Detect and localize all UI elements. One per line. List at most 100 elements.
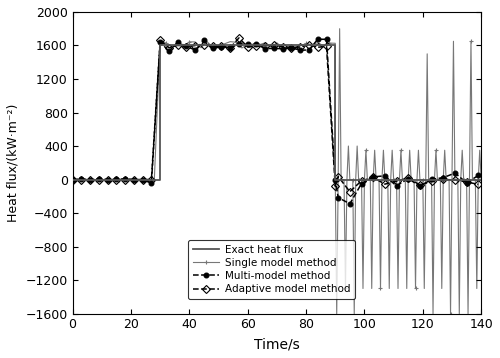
Adaptive model method <box>335 174 341 179</box>
Multi-model method <box>370 175 376 179</box>
Multi-model method <box>428 177 434 182</box>
Multi-model method <box>96 176 102 181</box>
Line: Multi-model method: Multi-model method <box>70 37 480 206</box>
Adaptive model method <box>174 43 180 48</box>
Single model method <box>309 43 315 47</box>
Multi-model method <box>335 195 341 200</box>
Multi-model method <box>104 178 110 182</box>
Adaptive model method <box>201 43 207 47</box>
Multi-model method <box>271 46 277 50</box>
Adaptive model method <box>324 44 330 49</box>
Adaptive model method <box>254 44 260 48</box>
Multi-model method <box>405 176 411 181</box>
Multi-model method <box>70 178 75 182</box>
Adaptive model method <box>114 178 119 182</box>
Multi-model method <box>87 178 93 183</box>
Multi-model method <box>218 44 224 49</box>
Adaptive model method <box>417 183 423 187</box>
Multi-model method <box>254 42 260 46</box>
Multi-model method <box>382 174 388 178</box>
Multi-model method <box>174 40 180 44</box>
Multi-model method <box>131 177 137 182</box>
Adaptive model method <box>464 180 469 184</box>
Multi-model method <box>184 44 190 48</box>
Multi-model method <box>244 42 250 47</box>
Exact heat flux <box>157 178 163 182</box>
Multi-model method <box>347 202 353 206</box>
Single model method <box>334 311 340 316</box>
Multi-model method <box>140 178 145 182</box>
Adaptive model method <box>70 178 75 182</box>
Multi-model method <box>306 48 312 52</box>
Adaptive model method <box>306 43 312 47</box>
Exact heat flux <box>157 43 163 48</box>
Multi-model method <box>262 47 268 51</box>
Adaptive model method <box>271 43 277 47</box>
Multi-model method <box>78 176 84 181</box>
Adaptive model method <box>405 176 411 180</box>
Multi-model method <box>210 46 216 50</box>
Multi-model method <box>114 177 119 182</box>
Adaptive model method <box>157 38 163 43</box>
Y-axis label: Heat flux/(kW·m⁻²): Heat flux/(kW·m⁻²) <box>7 103 20 222</box>
Adaptive model method <box>131 178 137 182</box>
Exact heat flux <box>332 43 338 48</box>
Multi-model method <box>315 37 321 42</box>
Adaptive model method <box>78 178 84 182</box>
Single model method <box>478 178 484 182</box>
Adaptive model method <box>227 45 233 50</box>
Adaptive model method <box>288 45 294 50</box>
Adaptive model method <box>452 178 458 182</box>
Adaptive model method <box>104 178 110 182</box>
Single model method <box>336 26 342 31</box>
Multi-model method <box>192 48 198 52</box>
Adaptive model method <box>332 184 338 188</box>
Single model method <box>140 178 145 182</box>
Multi-model method <box>157 40 163 44</box>
Adaptive model method <box>166 45 172 50</box>
Adaptive model method <box>148 178 154 182</box>
Exact heat flux <box>332 178 338 182</box>
Adaptive model method <box>394 179 400 183</box>
Multi-model method <box>417 184 423 188</box>
Adaptive model method <box>382 182 388 186</box>
Adaptive model method <box>218 44 224 48</box>
Multi-model method <box>122 177 128 181</box>
Exact heat flux <box>478 178 484 182</box>
Adaptive model method <box>297 45 303 49</box>
Multi-model method <box>148 181 154 185</box>
Adaptive model method <box>96 178 102 182</box>
Adaptive model method <box>184 44 190 49</box>
Adaptive model method <box>428 179 434 184</box>
Adaptive model method <box>122 178 128 182</box>
Multi-model method <box>227 46 233 50</box>
Multi-model method <box>166 49 172 53</box>
Multi-model method <box>236 42 242 46</box>
Multi-model method <box>324 37 330 42</box>
Multi-model method <box>394 184 400 188</box>
Adaptive model method <box>210 44 216 48</box>
Adaptive model method <box>280 44 285 49</box>
Multi-model method <box>201 38 207 43</box>
Adaptive model method <box>192 43 198 48</box>
Single model method <box>70 178 75 182</box>
Adaptive model method <box>476 182 482 187</box>
Adaptive model method <box>140 178 145 182</box>
Multi-model method <box>464 181 469 185</box>
Adaptive model method <box>370 175 376 180</box>
Single model method <box>428 178 434 182</box>
Legend: Exact heat flux, Single model method, Multi-model method, Adaptive model method: Exact heat flux, Single model method, Mu… <box>188 240 356 299</box>
Adaptive model method <box>315 45 321 49</box>
Adaptive model method <box>440 177 446 182</box>
Adaptive model method <box>87 178 93 182</box>
Line: Adaptive model method: Adaptive model method <box>70 35 482 195</box>
Adaptive model method <box>262 44 268 48</box>
Single model method <box>338 178 344 182</box>
Multi-model method <box>440 175 446 180</box>
Adaptive model method <box>358 179 364 183</box>
Multi-model method <box>332 178 338 182</box>
Adaptive model method <box>236 36 242 40</box>
X-axis label: Time/s: Time/s <box>254 337 300 351</box>
Line: Exact heat flux: Exact heat flux <box>72 45 481 180</box>
Single model method <box>370 178 376 182</box>
